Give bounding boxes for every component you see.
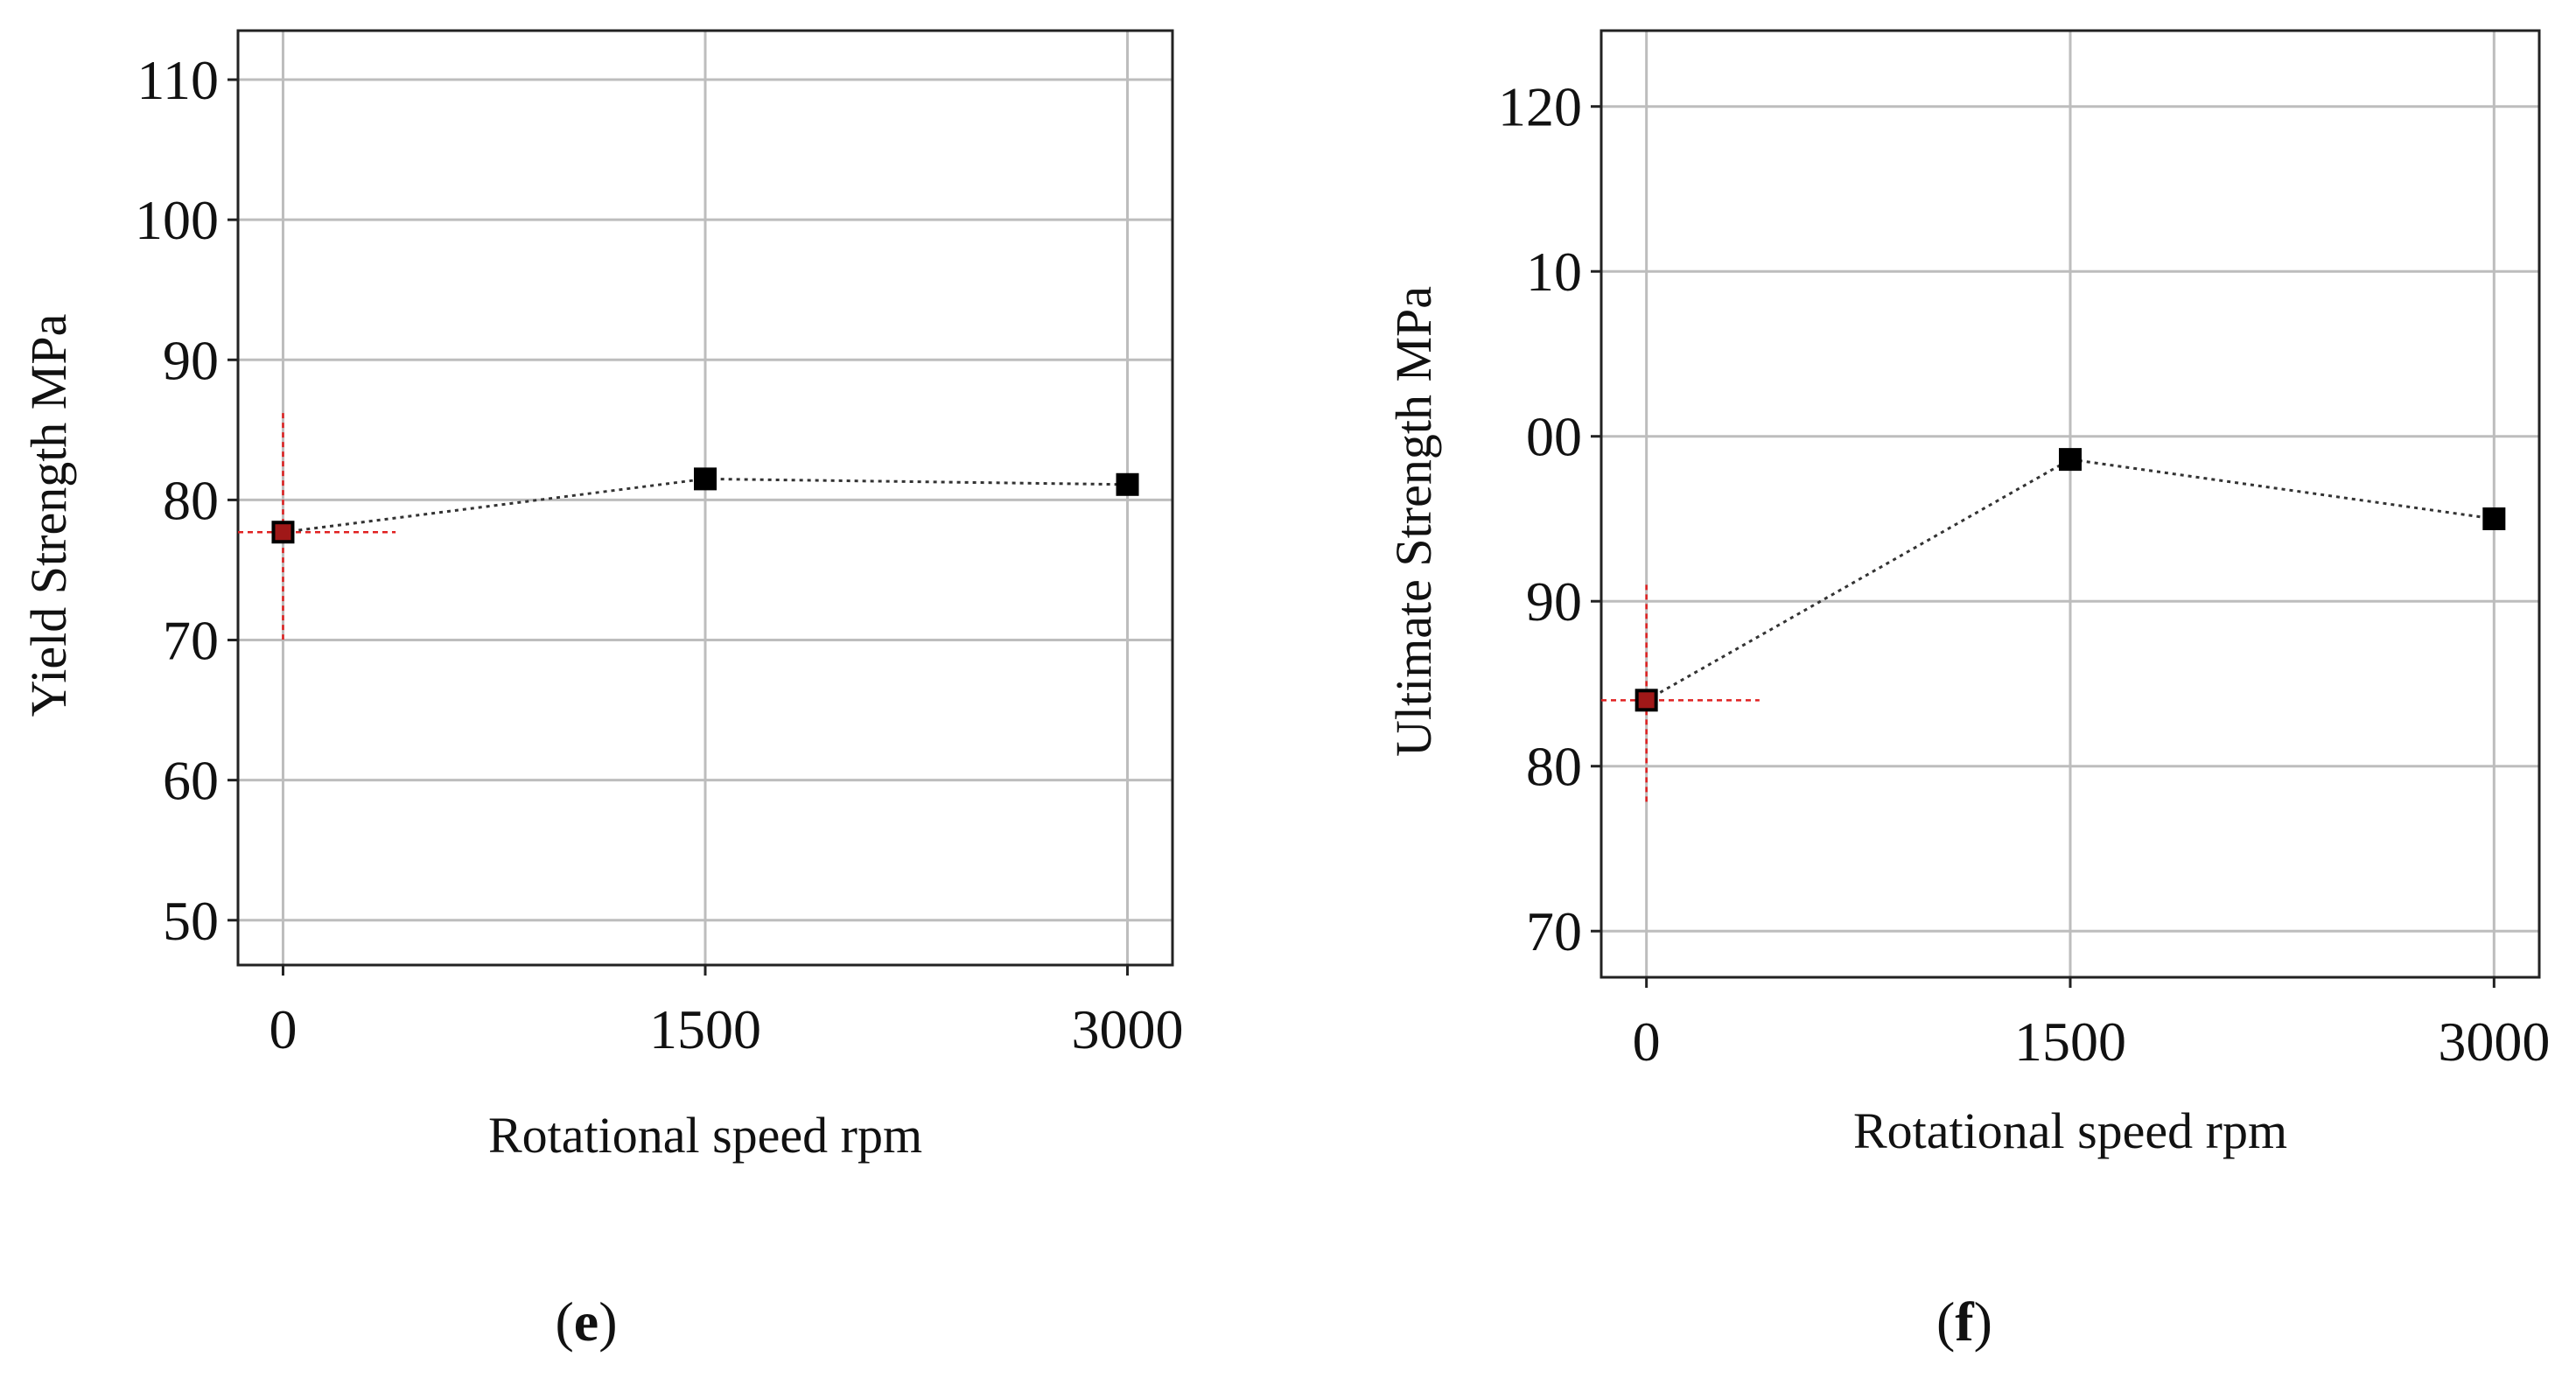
data-point [694, 467, 717, 491]
panel-label-close: ) [598, 1291, 617, 1353]
y-tick-label: 60 [163, 750, 219, 812]
y-tick-label: 50 [163, 890, 219, 952]
y-tick-label: 90 [1526, 570, 1582, 633]
x-tick-label: 3000 [2438, 1011, 2550, 1073]
y-tick-label: 120 [1498, 76, 1582, 138]
panel-label-open: ( [555, 1291, 573, 1353]
data-point [2059, 448, 2082, 472]
y-tick-label: 90 [163, 329, 219, 391]
data-point [1116, 472, 1139, 496]
y-tick-label: 70 [1526, 900, 1582, 962]
y-axis-title: Ultimate Strength MPa [1385, 286, 1442, 757]
y-tick-label: 00 [1526, 406, 1582, 468]
panel-label: (f) [1936, 1291, 1992, 1353]
y-tick-label: 100 [135, 189, 219, 251]
chart-panel-e: 50 60 70 80 90 100 110 0 1500 3000 Rotational spee… [20, 29, 1184, 1353]
x-tick-label: 3000 [1072, 998, 1184, 1060]
x-tick-label: 1500 [2014, 1011, 2126, 1073]
data-point [2482, 507, 2506, 530]
y-tick-label: 80 [163, 469, 219, 531]
x-tick-label: 1500 [649, 998, 761, 1060]
series-line [1645, 458, 2495, 702]
x-axis-title: Rotational speed rpm [1853, 1102, 2287, 1159]
x-tick-label: 0 [1633, 1011, 1661, 1073]
x-axis-title: Rotational speed rpm [488, 1107, 922, 1164]
panel-label-letter: f [1955, 1291, 1974, 1353]
chart-panel-f: 70 80 90 00 10 120 0 1500 3000 Rotational speed r… [1385, 29, 2550, 1353]
panel-label-close: ) [1974, 1291, 1992, 1353]
y-axis-title: Yield Strength MPa [20, 314, 77, 717]
panel-label-letter: e [574, 1291, 598, 1353]
highlighted-data-point [1634, 689, 1658, 712]
x-tick-label: 0 [269, 998, 297, 1060]
y-tick-label: 10 [1526, 241, 1582, 303]
y-tick-label: 110 [136, 49, 219, 111]
panel-label-open: ( [1936, 1291, 1955, 1353]
panel-label: (e) [555, 1291, 617, 1353]
highlighted-data-point [271, 521, 295, 544]
y-tick-label: 70 [163, 610, 219, 672]
y-tick-label: 80 [1526, 736, 1582, 798]
